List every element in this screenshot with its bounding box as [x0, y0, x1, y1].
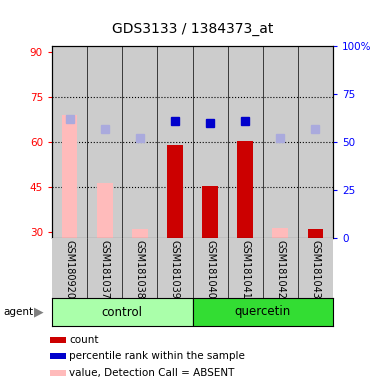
- Text: GSM181038: GSM181038: [135, 240, 145, 299]
- Bar: [192, 298, 333, 326]
- Text: value, Detection Call = ABSENT: value, Detection Call = ABSENT: [69, 368, 234, 378]
- Bar: [167, 145, 183, 238]
- Bar: [50, 370, 66, 376]
- Bar: [50, 337, 66, 343]
- Bar: [192, 46, 228, 238]
- Text: percentile rank within the sample: percentile rank within the sample: [69, 351, 245, 361]
- Text: GSM181039: GSM181039: [170, 240, 180, 299]
- Bar: [263, 238, 298, 298]
- Bar: [87, 238, 122, 298]
- Bar: [122, 46, 157, 238]
- Text: GSM181037: GSM181037: [100, 240, 110, 299]
- Text: GSM181043: GSM181043: [310, 240, 320, 299]
- Text: GSM181040: GSM181040: [205, 240, 215, 299]
- Bar: [87, 46, 122, 238]
- Bar: [132, 229, 148, 238]
- Bar: [157, 238, 192, 298]
- Text: GDS3133 / 1384373_at: GDS3133 / 1384373_at: [112, 23, 273, 36]
- Text: control: control: [102, 306, 143, 318]
- Bar: [52, 238, 87, 298]
- Bar: [228, 46, 263, 238]
- Bar: [263, 46, 298, 238]
- Bar: [298, 238, 333, 298]
- Bar: [192, 238, 228, 298]
- Text: ▶: ▶: [34, 306, 43, 318]
- Bar: [97, 182, 112, 238]
- Bar: [298, 46, 333, 238]
- Text: count: count: [69, 335, 99, 345]
- Bar: [308, 229, 323, 238]
- Bar: [237, 141, 253, 238]
- Text: GSM181042: GSM181042: [275, 240, 285, 299]
- Bar: [202, 185, 218, 238]
- Bar: [52, 298, 192, 326]
- Text: GSM180920: GSM180920: [65, 240, 75, 299]
- Text: GSM181041: GSM181041: [240, 240, 250, 299]
- Text: agent: agent: [4, 307, 34, 317]
- Bar: [273, 228, 288, 238]
- Bar: [52, 46, 87, 238]
- Bar: [50, 353, 66, 359]
- Bar: [228, 238, 263, 298]
- Text: quercetin: quercetin: [234, 306, 291, 318]
- Bar: [122, 238, 157, 298]
- Bar: [157, 46, 192, 238]
- Bar: [62, 115, 77, 238]
